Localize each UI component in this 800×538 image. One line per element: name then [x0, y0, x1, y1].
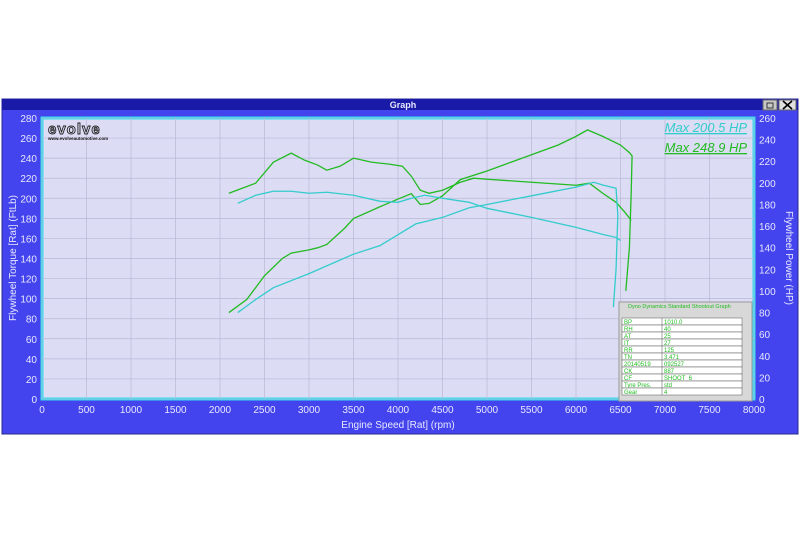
- y-tick-label: 240: [20, 154, 37, 165]
- y2-tick-label: 220: [759, 157, 776, 168]
- x-tick-label: 2500: [253, 405, 276, 416]
- info-key: CF: [624, 376, 632, 382]
- info-key: 20140519: [624, 362, 651, 368]
- y-tick-label: 40: [26, 355, 38, 366]
- y-tick-label: 100: [20, 295, 37, 306]
- y2-tick-label: 160: [759, 222, 776, 233]
- info-key: RR: [624, 348, 633, 354]
- evolve-logo: evolve www.evolveautomotive.com: [47, 121, 108, 141]
- close-icon: [782, 100, 793, 110]
- info-value: 125: [664, 348, 675, 354]
- x-tick-label: 2000: [209, 405, 232, 416]
- x-tick-label: 4000: [387, 405, 410, 416]
- info-key: Tyre Pres.: [624, 383, 652, 389]
- info-value: 3.471: [664, 355, 680, 361]
- y-tick-label: 80: [26, 315, 38, 326]
- info-key: Gear: [624, 390, 637, 396]
- x-tick-label: 6000: [565, 405, 588, 416]
- title-bar: [2, 99, 798, 110]
- info-key: RH: [624, 327, 633, 333]
- y2-tick-label: 260: [759, 114, 776, 125]
- info-key: CK: [624, 369, 632, 375]
- power-curve-1: [228, 129, 633, 314]
- max-hp-stock-label: Max 200.5 HP: [665, 120, 748, 135]
- x-tick-label: 0: [39, 405, 45, 416]
- x-tick-label: 6500: [609, 405, 632, 416]
- y2-tick-label: 0: [759, 395, 765, 406]
- x-tick-label: 8000: [743, 405, 766, 416]
- x-tick-label: 1000: [120, 405, 143, 416]
- y2-tick-label: 40: [759, 352, 771, 363]
- info-table: Dyno Dynamics Standard Shootout Graph BP 1…: [618, 301, 753, 402]
- info-value: 887: [664, 369, 675, 375]
- x-tick-label: 7500: [698, 405, 721, 416]
- y-tick-label: 160: [20, 234, 37, 245]
- y2-tick-label: 80: [759, 309, 771, 320]
- x-tick-label: 5500: [520, 405, 543, 416]
- x-tick-label: 500: [78, 405, 95, 416]
- close-button[interactable]: [778, 99, 797, 111]
- x-axis-label: Engine Speed [Rat] (rpm): [341, 420, 454, 431]
- y-tick-label: 0: [31, 395, 37, 406]
- y-tick-label: 260: [20, 134, 37, 145]
- info-value: 40: [664, 327, 671, 333]
- info-key: AT: [624, 334, 632, 340]
- x-tick-label: 1500: [164, 405, 187, 416]
- x-tick-label: 3500: [342, 405, 365, 416]
- info-key: IT: [624, 341, 630, 347]
- y-tick-label: 120: [20, 275, 37, 286]
- info-value: 1010.0: [664, 320, 683, 326]
- x-tick-label: 7000: [654, 405, 677, 416]
- y2-tick-label: 60: [759, 330, 771, 341]
- y2-tick-label: 180: [759, 200, 776, 211]
- x-tick-label: 3000: [298, 405, 321, 416]
- y2-axis-label: Flywheel Power (HP): [783, 211, 794, 305]
- info-value: 27: [664, 341, 671, 347]
- max-hp-tuned-label: Max 248.9 HP: [665, 140, 748, 155]
- info-key: TN: [624, 355, 632, 361]
- y2-tick-label: 200: [759, 179, 776, 190]
- restore-icon: [766, 102, 774, 109]
- window-title: Graph: [390, 100, 417, 110]
- y-tick-label: 180: [20, 214, 37, 225]
- y2-tick-label: 120: [759, 265, 776, 276]
- restore-button[interactable]: [762, 99, 778, 111]
- info-value: 4: [664, 390, 668, 396]
- x-tick-label: 5000: [476, 405, 499, 416]
- info-key: BP: [624, 320, 632, 326]
- logo-text: evolve: [48, 121, 101, 138]
- y2-tick-label: 20: [759, 373, 771, 384]
- y2-tick-label: 240: [759, 136, 776, 147]
- y2-tick-label: 140: [759, 244, 776, 255]
- info-value: std: [664, 383, 672, 389]
- y-tick-label: 280: [20, 114, 37, 125]
- info-value: 092527: [664, 362, 685, 368]
- y-tick-label: 20: [26, 375, 38, 386]
- y2-tick-label: 100: [759, 287, 776, 298]
- info-value: 25: [664, 334, 671, 340]
- torque-curve-2: [237, 190, 621, 241]
- y-tick-label: 220: [20, 174, 37, 185]
- x-tick-label: 4500: [431, 405, 454, 416]
- info-table-title: Dyno Dynamics Standard Shootout Graph: [628, 304, 731, 310]
- y-tick-label: 200: [20, 194, 37, 205]
- info-value: SHOOT_6: [664, 376, 693, 382]
- y-tick-label: 140: [20, 255, 37, 266]
- y-tick-label: 60: [26, 335, 38, 346]
- logo-url: www.evolveautomotive.com: [47, 136, 108, 141]
- y-axis-label: Flywheel Torque [Rat] (FtLb): [8, 195, 19, 321]
- power-curve-3: [237, 181, 619, 314]
